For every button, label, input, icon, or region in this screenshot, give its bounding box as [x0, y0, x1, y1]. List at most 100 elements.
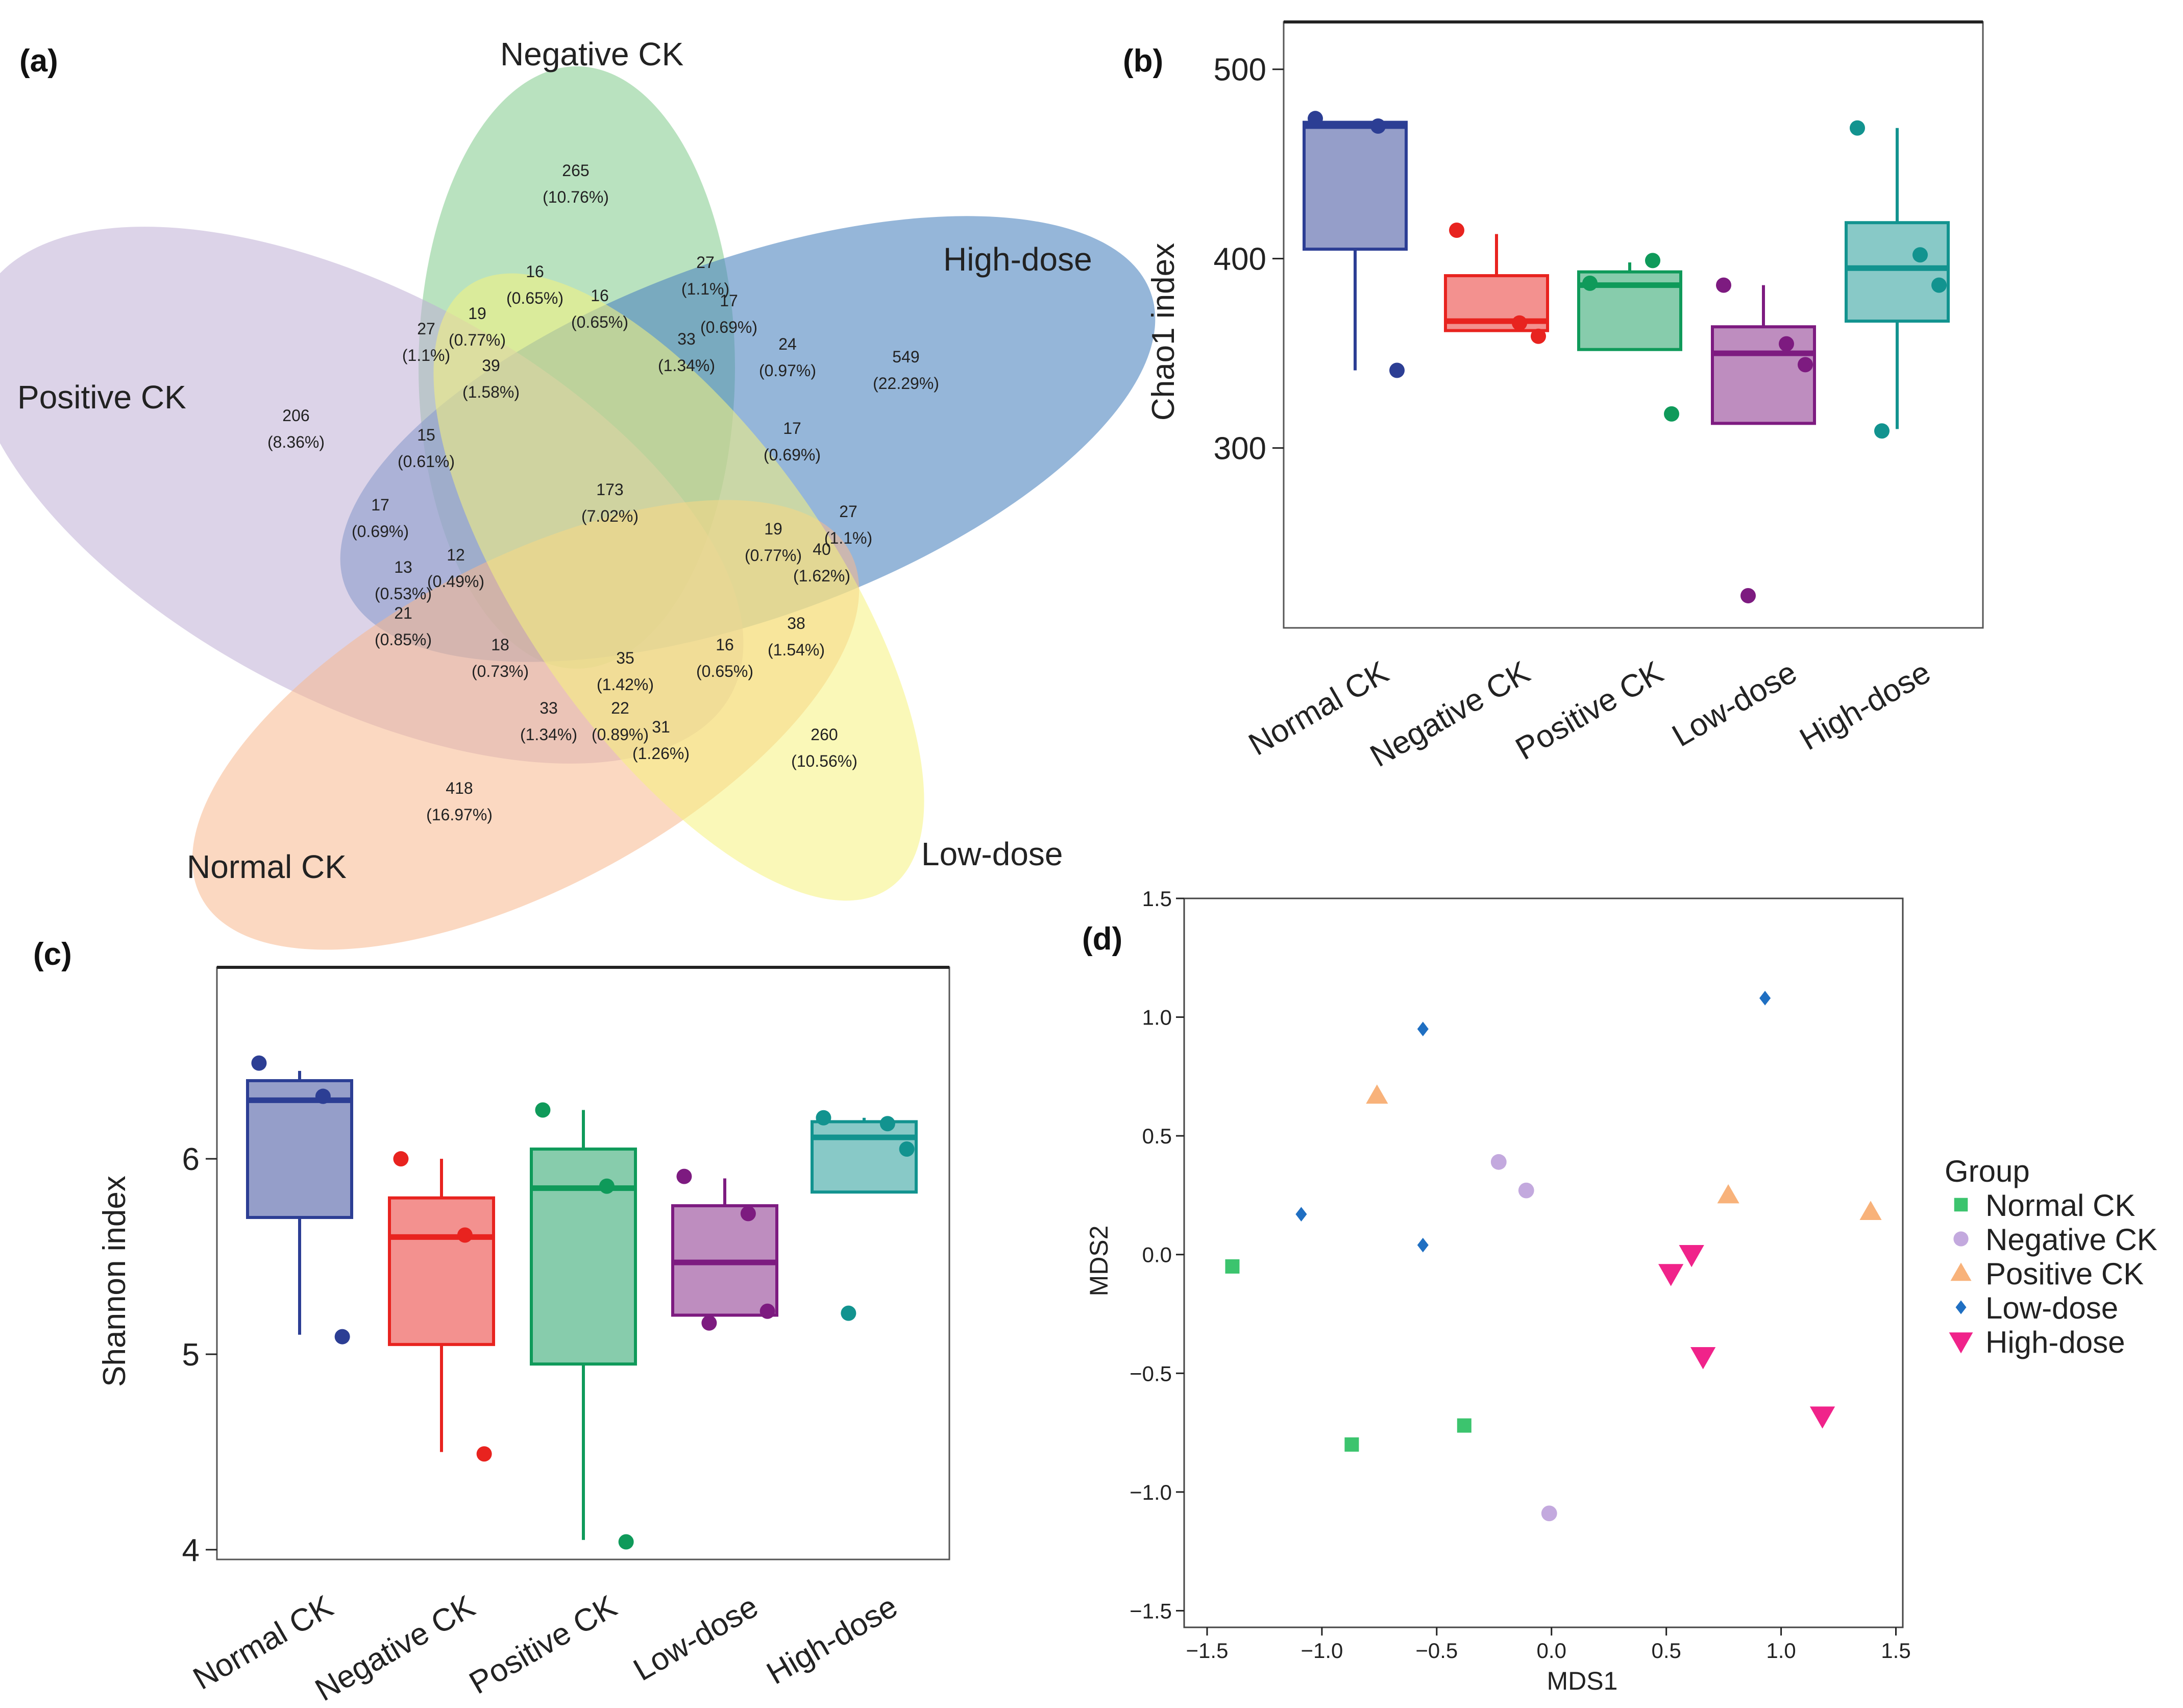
venn-region-count: 18 [491, 636, 509, 654]
venn-region-percent: (0.85%) [375, 630, 432, 649]
scatter-point [1809, 1406, 1835, 1429]
venn-region-count: 17 [371, 496, 389, 514]
venn-region-percent: (1.62%) [793, 567, 850, 585]
venn-label-high-dose: High-dose [943, 241, 1092, 278]
box-data-point [1449, 223, 1464, 238]
scatter-point [1417, 1237, 1429, 1253]
venn-region-percent: (1.34%) [520, 725, 577, 744]
venn-region-percent: (1.42%) [597, 675, 654, 694]
venn-region-percent: (1.26%) [632, 744, 690, 763]
venn-region-percent: (0.61%) [398, 452, 455, 471]
venn-region-count: 24 [778, 335, 797, 353]
venn-region-count: 13 [394, 558, 412, 576]
venn-panel: (a) Negative CK High-dose Positive CK No… [0, 36, 1156, 950]
y-tick-label: 1.5 [1142, 887, 1172, 911]
venn-region-percent: (0.65%) [506, 289, 563, 307]
scatter-point [1457, 1418, 1471, 1433]
y-tick-label: 4 [182, 1533, 200, 1568]
box-iqr [246, 1079, 353, 1219]
x-category-label: Positive CK [1510, 654, 1669, 767]
venn-region-count: 27 [417, 320, 435, 338]
venn-region-percent: (16.97%) [426, 806, 493, 824]
x-category-label: High-dose [761, 1589, 903, 1691]
venn-region-percent: (0.69%) [764, 446, 821, 464]
x-category-label: Negative CK [1364, 654, 1536, 774]
venn-region-count: 22 [611, 699, 629, 717]
box-data-point [334, 1329, 350, 1345]
venn-region-count: 265 [562, 161, 589, 180]
box-iqr [811, 1120, 918, 1194]
mds-panel: (d) MDS1 MDS2 −1.5 −1.0 −0.5 0.0 0.5 1.0 1.5−1… [1082, 887, 2157, 1695]
venn-region-percent: (0.97%) [759, 361, 816, 380]
venn-region-count: 38 [787, 614, 805, 632]
venn-region-count: 206 [282, 406, 309, 425]
x-category-label: Positive CK [463, 1589, 623, 1701]
box-data-point [1874, 423, 1890, 439]
legend-item-label: High-dose [1985, 1325, 2125, 1359]
venn-region-percent: (8.36%) [267, 433, 325, 451]
scatter-point [1518, 1182, 1534, 1199]
panel-label-a: (a) [19, 43, 58, 79]
scatter-frame [1183, 897, 1904, 1628]
x-category-label: Low-dose [628, 1589, 764, 1688]
venn-region-percent: (0.77%) [449, 331, 506, 349]
y-tick-label: 1.0 [1142, 1006, 1172, 1030]
scatter-point [1366, 1084, 1388, 1104]
scatter-point [1859, 1201, 1882, 1220]
box-data-point [1582, 275, 1598, 291]
box-iqr [530, 1148, 637, 1366]
box-data-point [393, 1151, 409, 1167]
y-tick-label: 0.5 [1142, 1124, 1172, 1148]
venn-region-percent: (0.53%) [375, 584, 432, 603]
box-data-point [816, 1110, 831, 1126]
venn-region-percent: (22.29%) [873, 374, 939, 393]
legend-key [1950, 1262, 1972, 1281]
venn-region-percent: (0.89%) [592, 725, 649, 744]
legend-title: Group [1945, 1154, 2030, 1188]
venn-region-count: 31 [652, 718, 670, 736]
venn-region-percent: (0.69%) [352, 522, 409, 541]
box-data-point [841, 1305, 856, 1321]
x-tick-label: 1.5 [1881, 1639, 1910, 1663]
box-data-point [740, 1206, 756, 1222]
x-category-label: Negative CK [309, 1589, 481, 1708]
venn-region-percent: (1.1%) [824, 529, 872, 547]
mds-y-axis-title: MDS2 [1085, 1226, 1113, 1297]
box-data-point [599, 1178, 615, 1194]
panel-label-c: (c) [33, 937, 72, 972]
box-data-point [535, 1102, 551, 1118]
scatter-point [1225, 1259, 1240, 1274]
venn-region-count: 173 [596, 480, 623, 499]
box-data-point [251, 1055, 267, 1071]
box-iqr [1711, 325, 1816, 425]
venn-region-percent: (0.65%) [571, 313, 628, 331]
venn-region-count: 418 [446, 779, 473, 797]
venn-region-count: 27 [696, 253, 715, 272]
venn-region-percent: (0.49%) [427, 572, 484, 591]
legend-key [1954, 1198, 1968, 1212]
legend-item-label: Normal CK [1985, 1188, 2135, 1223]
box-iqr [1303, 120, 1408, 251]
venn-label-negative-ck: Negative CK [500, 36, 683, 72]
venn-region-count: 260 [811, 725, 838, 744]
x-tick-label: 0.5 [1651, 1639, 1681, 1663]
x-tick-label: 0.0 [1537, 1639, 1566, 1663]
venn-region-percent: (1.58%) [462, 383, 520, 401]
box-data-point [879, 1116, 895, 1132]
y-tick-label: −0.5 [1130, 1361, 1172, 1385]
venn-region-count: 16 [716, 636, 734, 654]
venn-region-percent: (0.69%) [700, 318, 757, 336]
box-iqr [1845, 221, 1950, 323]
venn-region-count: 21 [394, 604, 412, 622]
legend-item-label: Positive CK [1985, 1257, 2144, 1291]
x-category-label: Low-dose [1666, 654, 1803, 753]
venn-region-count: 19 [764, 520, 782, 538]
scatter-point [1490, 1154, 1507, 1170]
venn-region-percent: (0.77%) [745, 546, 802, 565]
box-data-point [476, 1446, 492, 1462]
box-data-point [1512, 315, 1527, 331]
